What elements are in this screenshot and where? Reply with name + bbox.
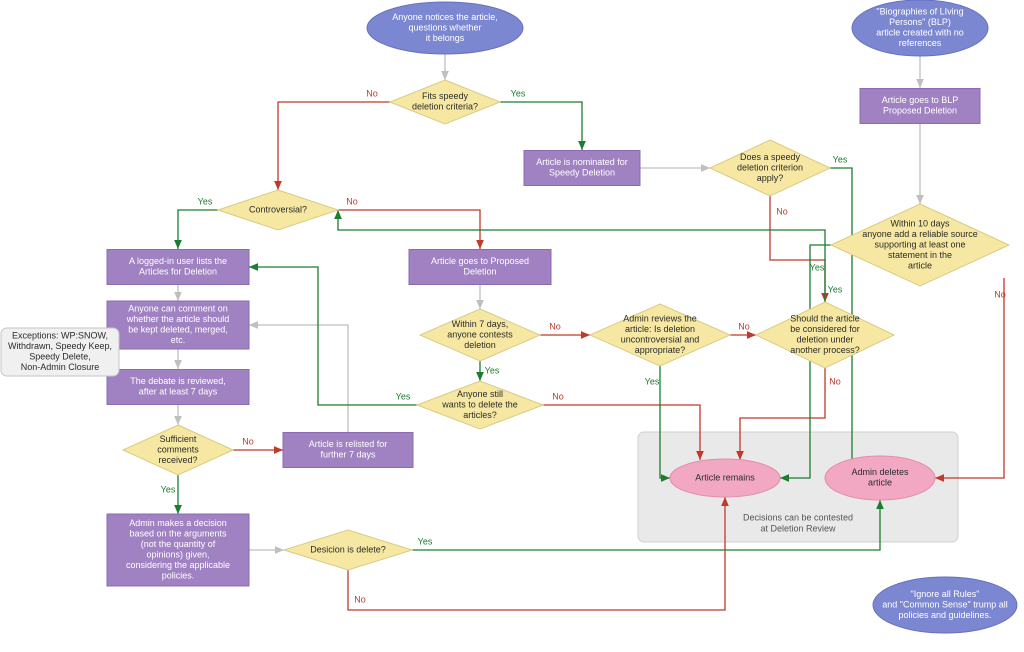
node-text: Article is relisted for — [309, 439, 388, 449]
node-text: questions whether — [408, 22, 481, 32]
node-text: Sufficient — [160, 434, 197, 444]
node-text: Article remains — [695, 472, 755, 482]
node-text: comments — [157, 444, 199, 454]
node-text: Speedy Delete, — [29, 352, 91, 362]
node-text: Exceptions: WP:SNOW, — [12, 331, 108, 341]
node-text: Article goes to Proposed — [431, 256, 529, 266]
node-text: Controversial? — [249, 204, 307, 214]
node-text: etc. — [171, 335, 186, 345]
node-text: article: Is deletion — [625, 324, 695, 334]
node-text: it belongs — [426, 33, 465, 43]
node-text: Articles for Deletion — [139, 267, 217, 277]
node-text: articles? — [463, 410, 497, 420]
edge-label: Yes — [161, 484, 176, 494]
node-text: Admin deletes — [851, 467, 909, 477]
node-text: and "Common Sense" trump all — [882, 599, 1007, 609]
node-text: whether the article should — [126, 314, 230, 324]
edge-label: Yes — [833, 154, 848, 164]
edge — [500, 102, 582, 150]
node-text: another process? — [790, 345, 860, 355]
node-text: after at least 7 days — [139, 387, 218, 397]
edge-label: No — [776, 206, 788, 216]
review-zone-label: at Deletion Review — [760, 523, 836, 533]
node-text: Admin reviews the — [623, 314, 697, 324]
edge — [249, 267, 417, 405]
node-text: article created with no — [876, 28, 964, 38]
node-text: Anyone can comment on — [128, 304, 228, 314]
edge-label: No — [242, 436, 254, 446]
node-text: policies. — [162, 571, 195, 581]
node-text: Deletion — [463, 267, 496, 277]
node-text: be kept deleted, merged, — [128, 325, 228, 335]
node-text: wants to delete the — [441, 399, 518, 409]
edge-label: Yes — [198, 196, 213, 206]
edge-label: No — [366, 88, 378, 98]
node-text: Persons" (BLP) — [889, 17, 951, 27]
edge-label: No — [549, 321, 561, 331]
edge — [278, 102, 390, 190]
node-text: Article goes to BLP — [882, 95, 959, 105]
node-text: Article is nominated for — [536, 157, 628, 167]
node-text: A logged-in user lists the — [129, 256, 227, 266]
node-text: Anyone notices the article, — [392, 12, 498, 22]
node-text: Desicion is delete? — [310, 544, 386, 554]
node-text: Proposed Deletion — [883, 106, 957, 116]
edge-label: No — [738, 321, 750, 331]
review-zone-label: Decisions can be contested — [743, 512, 853, 522]
edge-label: No — [994, 289, 1006, 299]
node-text: based on the arguments — [129, 529, 227, 539]
node-text: deletion under — [796, 335, 853, 345]
node-text: Withdrawn, Speedy Keep, — [8, 341, 112, 351]
node-text: policies and guidelines. — [898, 610, 991, 620]
node-text: Should the article — [790, 314, 860, 324]
edge-label: No — [354, 594, 366, 604]
node-text: The debate is reviewed, — [130, 376, 226, 386]
node-text: Fits speedy — [422, 91, 469, 101]
edge-label: Yes — [396, 391, 411, 401]
node-text: article — [868, 478, 892, 488]
edge-label: Yes — [485, 365, 500, 375]
node-text: received? — [158, 455, 197, 465]
edge — [249, 325, 348, 432]
node-text: Within 7 days, — [452, 319, 509, 329]
edge-label: Yes — [511, 88, 526, 98]
node-text: anyone add a reliable source — [862, 229, 978, 239]
node-text: Admin makes a decision — [129, 518, 227, 528]
node-text: Within 10 days — [890, 218, 950, 228]
node-text: (not the quantity of — [141, 539, 216, 549]
edge-label: No — [346, 196, 358, 206]
edge — [178, 210, 218, 249]
node-text: Non-Admin Closure — [21, 362, 100, 372]
edge-label: No — [552, 391, 564, 401]
node-text: deletion criteria? — [412, 102, 478, 112]
node-text: "Biographies of LIving — [876, 7, 963, 17]
node-text: article — [908, 260, 932, 270]
node-text: opinions) given, — [146, 550, 209, 560]
node-text: be considered for — [790, 324, 860, 334]
edge-label: Yes — [828, 284, 843, 294]
edge-label: Yes — [810, 262, 825, 272]
node-text: "Ignore all Rules" — [911, 589, 980, 599]
node-text: references — [899, 38, 942, 48]
node-text: deletion — [464, 340, 496, 350]
node-text: Speedy Deletion — [549, 168, 615, 178]
node-text: deletion criterion — [737, 162, 803, 172]
node-text: Does a speedy — [740, 152, 801, 162]
node-text: uncontroversial and — [621, 335, 700, 345]
edge-label: Yes — [418, 536, 433, 546]
node-text: apply? — [757, 173, 784, 183]
node-text: anyone contests — [447, 329, 513, 339]
node-text: supporting at least one — [874, 239, 965, 249]
edge-label: No — [829, 376, 841, 386]
node-text: appropriate? — [635, 345, 686, 355]
edge-label: Yes — [645, 376, 660, 386]
node-text: statement in the — [888, 250, 952, 260]
node-text: further 7 days — [320, 450, 376, 460]
node-text: considering the applicable — [126, 560, 230, 570]
node-text: Anyone still — [457, 389, 503, 399]
